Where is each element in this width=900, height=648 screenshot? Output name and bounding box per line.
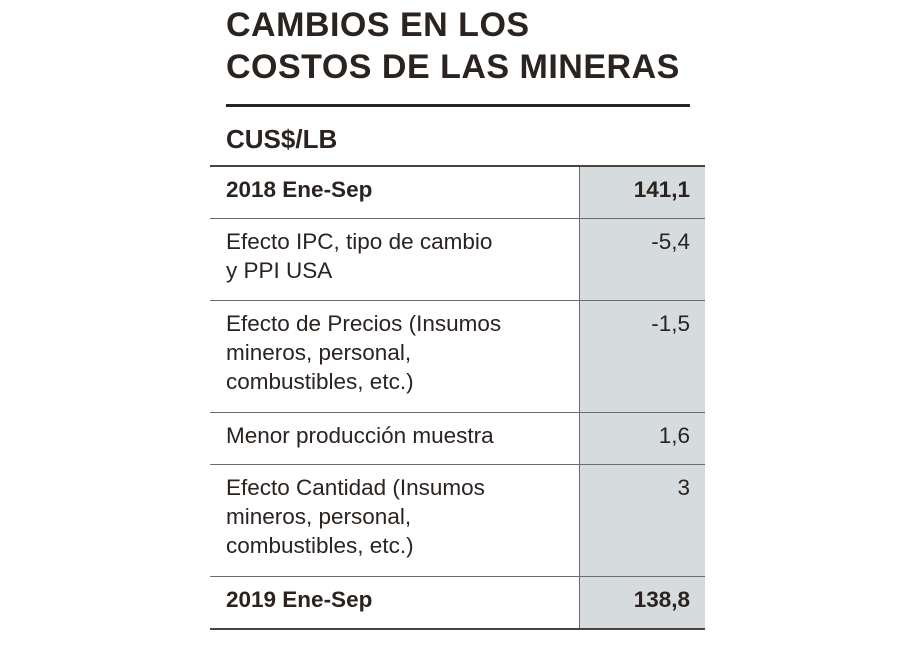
- table-row-precios: Efecto de Precios (Insumos mineros, pers…: [210, 300, 705, 412]
- row-value: 1,6: [579, 413, 705, 464]
- row-label: Efecto de Precios (Insumos mineros, pers…: [226, 311, 502, 394]
- table-row-produccion: Menor producción muestra 1,6: [210, 412, 705, 464]
- row-value: -5,4: [579, 219, 705, 300]
- row-value: -1,5: [579, 301, 705, 412]
- row-label: Efecto Cantidad (Insumos mineros, person…: [226, 475, 485, 558]
- row-value: 141,1: [579, 167, 705, 218]
- chart-title-line-2: COSTOS DE LAS MINERAS: [226, 48, 680, 86]
- chart-title: CAMBIOS EN LOS COSTOS DE LAS MINERAS: [226, 4, 706, 88]
- table-row-2019: 2019 Ene-Sep 138,8: [210, 576, 705, 630]
- chart-title-line-1: CAMBIOS EN LOS: [226, 6, 530, 44]
- row-value: 3: [579, 465, 705, 576]
- row-label: Efecto IPC, tipo de cambio y PPI USA: [226, 229, 493, 283]
- table-row-2018: 2018 Ene-Sep 141,1: [210, 165, 705, 218]
- row-label: 2018 Ene-Sep: [226, 177, 373, 202]
- cost-change-table: 2018 Ene-Sep 141,1 Efecto IPC, tipo de c…: [210, 165, 705, 630]
- title-divider: [226, 104, 690, 107]
- table-row-ipc: Efecto IPC, tipo de cambio y PPI USA -5,…: [210, 218, 705, 300]
- row-label: 2019 Ene-Sep: [226, 587, 373, 612]
- row-label: Menor producción muestra: [226, 423, 494, 448]
- table-row-cantidad: Efecto Cantidad (Insumos mineros, person…: [210, 464, 705, 576]
- unit-label: CUS$/LB: [226, 124, 338, 154]
- row-value: 138,8: [579, 577, 705, 628]
